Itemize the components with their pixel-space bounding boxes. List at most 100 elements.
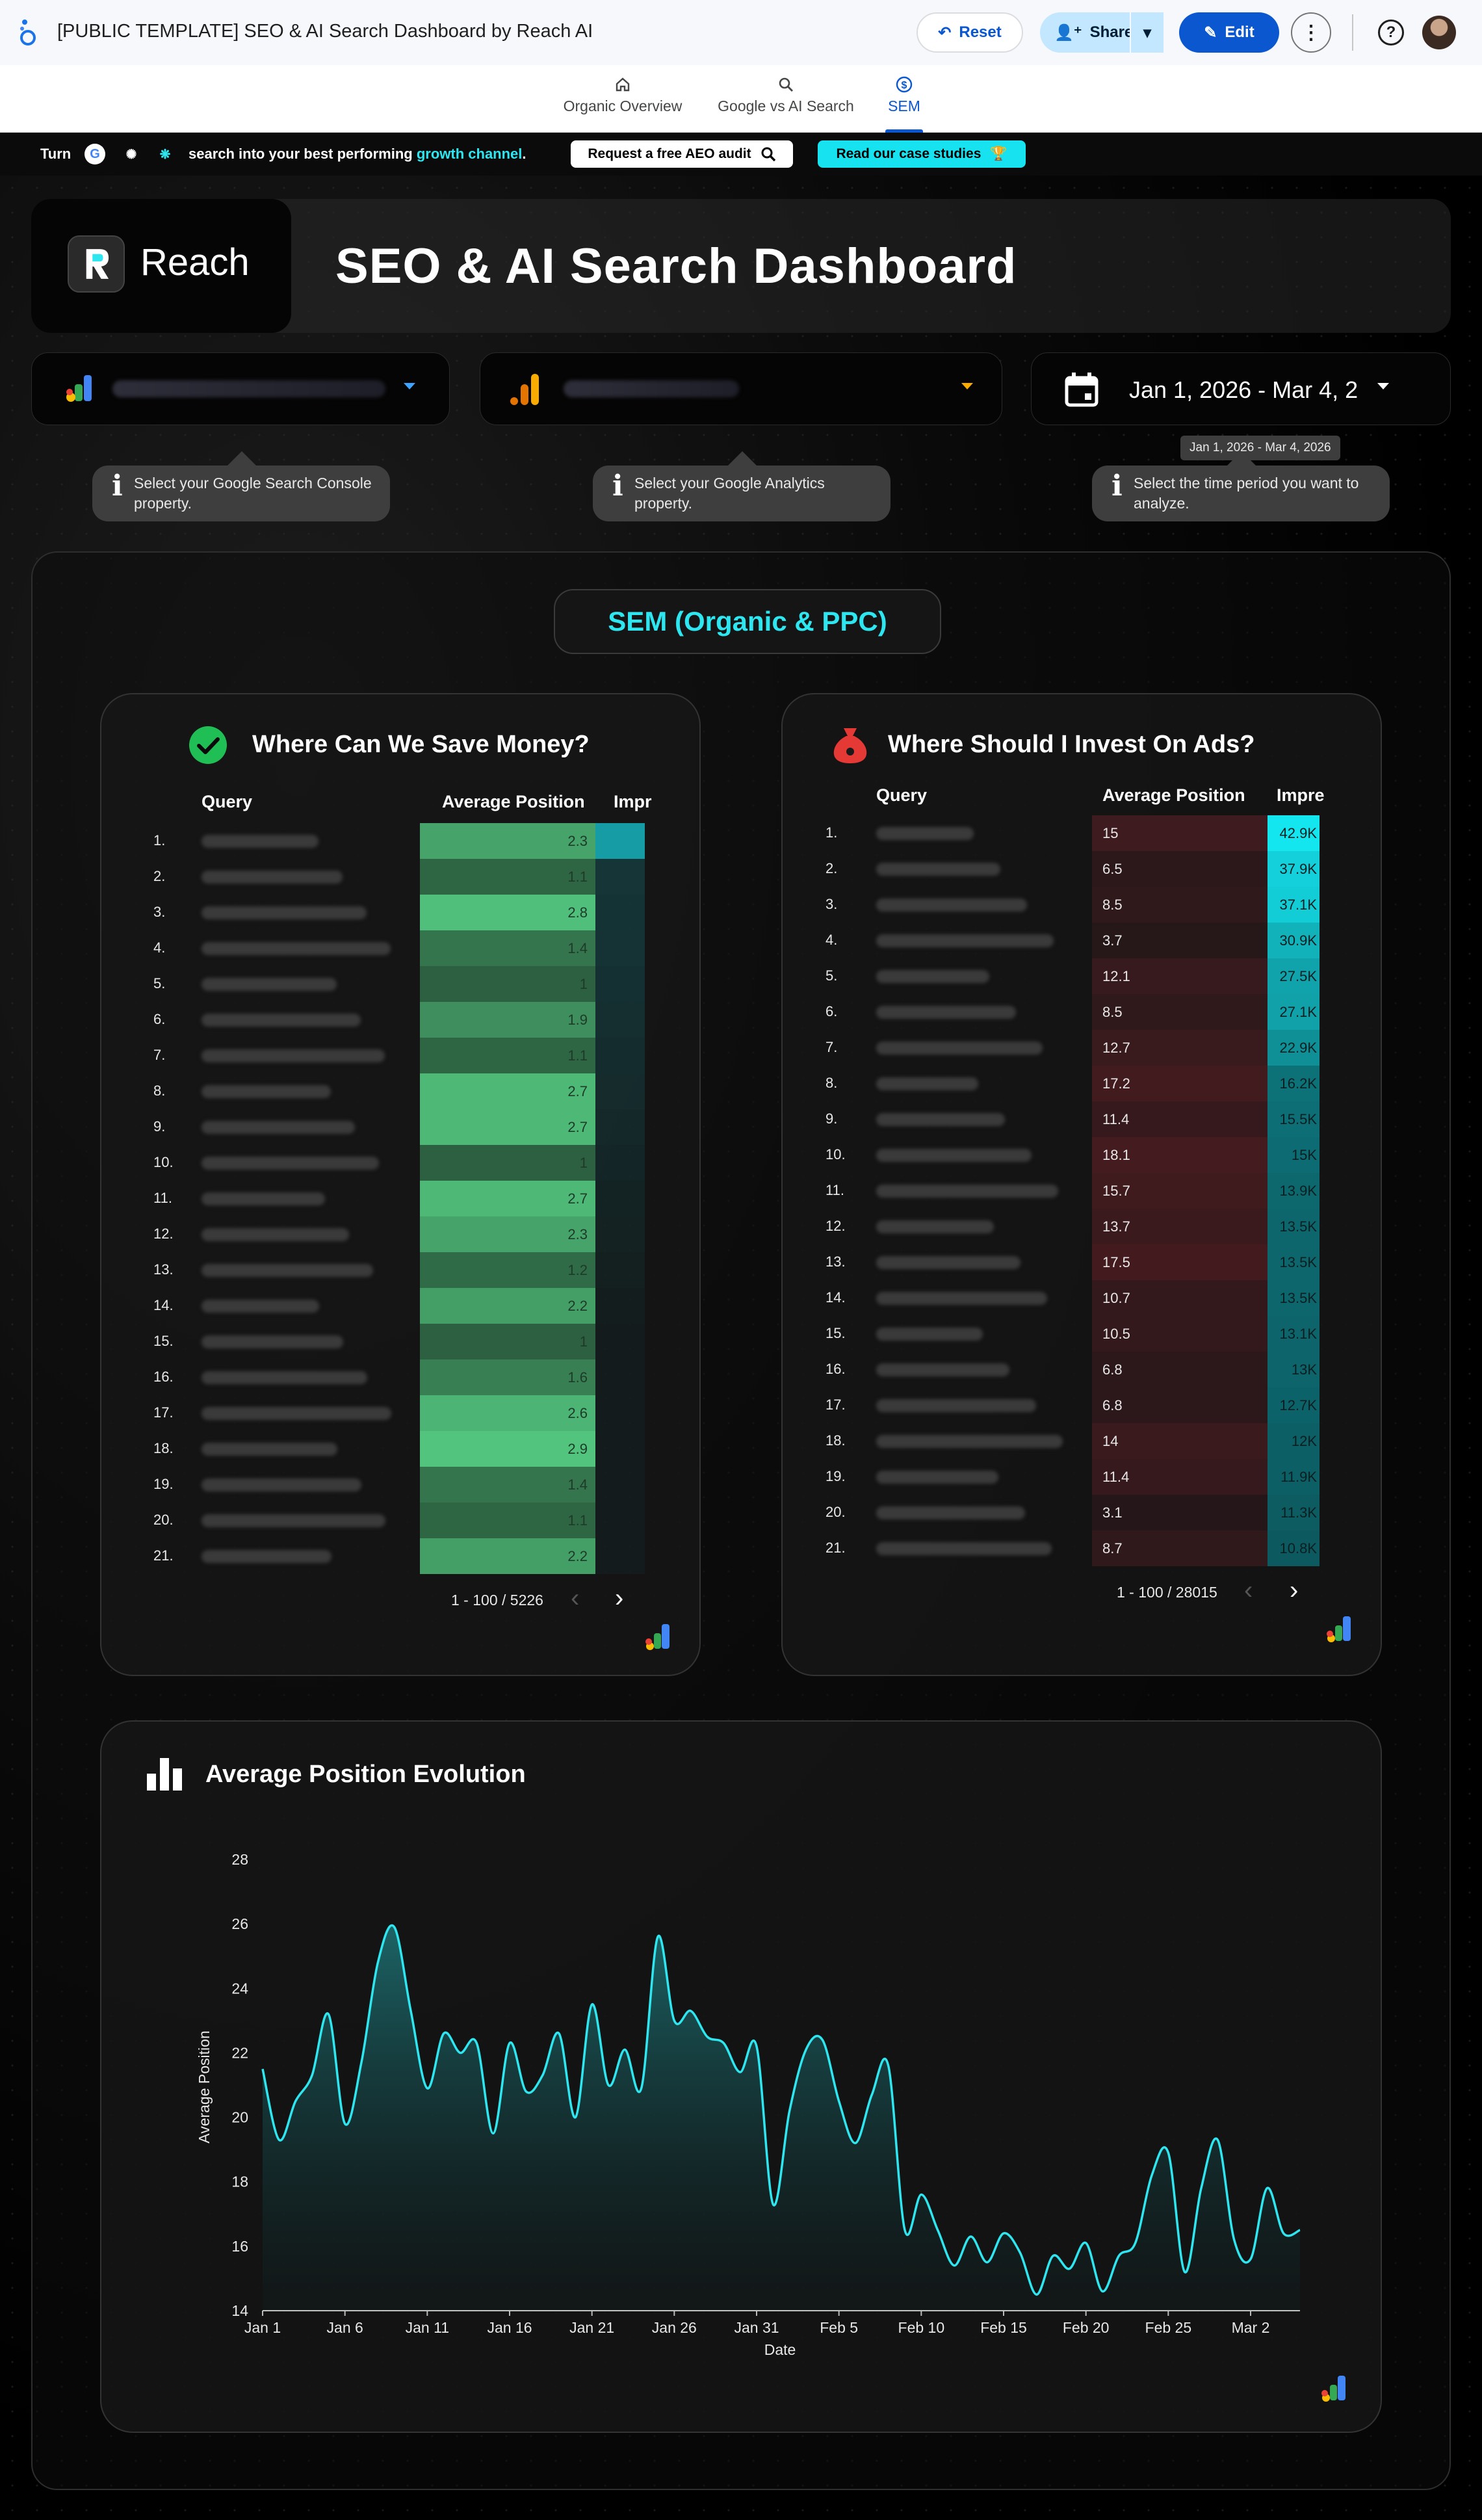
home-icon [614, 72, 631, 98]
table-row[interactable]: 12. 2.3 [153, 1216, 667, 1252]
table-row[interactable]: 17. 6.8 12.7K [826, 1387, 1339, 1423]
table-row[interactable]: 6. 1.9 [153, 1002, 667, 1038]
table-row[interactable]: 15. 1 [153, 1324, 667, 1359]
row-number: 7. [153, 1047, 166, 1063]
pagination-status: 1 - 100 / 5226 [451, 1592, 543, 1608]
search-console-property-selector[interactable] [31, 352, 450, 425]
table-row[interactable]: 7. 12.7 22.9K [826, 1030, 1339, 1066]
table-row[interactable]: 2. 1.1 [153, 859, 667, 895]
redacted-query [202, 1014, 361, 1027]
table-row[interactable]: 9. 2.7 [153, 1109, 667, 1145]
redacted-query [202, 1121, 355, 1134]
tab-sem[interactable]: $ SEM [885, 72, 923, 133]
average-position-cell: 2.8 [420, 895, 595, 930]
average-position-cell: 2.7 [420, 1073, 595, 1109]
table-row[interactable]: 11. 2.7 [153, 1181, 667, 1216]
table-row[interactable]: 18. 2.9 [153, 1431, 667, 1467]
table-row[interactable]: 18. 14 12K [826, 1423, 1339, 1459]
impressions-cell: 13.1K [1268, 1316, 1320, 1352]
redacted-query [876, 1113, 1005, 1126]
table-row[interactable]: 3. 2.8 [153, 895, 667, 930]
table-row[interactable]: 5. 12.1 27.5K [826, 958, 1339, 994]
table-row[interactable]: 2. 6.5 37.9K [826, 851, 1339, 887]
row-number: 1. [153, 832, 166, 848]
table-row[interactable]: 1. 2.3 [153, 823, 667, 859]
impressions-cell: 10.8K [1268, 1530, 1320, 1566]
row-number: 20. [826, 1504, 846, 1520]
previous-page-icon[interactable]: ‹ [1244, 1576, 1253, 1605]
analytics-property-selector[interactable] [480, 352, 1002, 425]
redacted-query [876, 1471, 998, 1484]
table-row[interactable]: 21. 8.7 10.8K [826, 1530, 1339, 1566]
row-number: 9. [826, 1110, 838, 1127]
redacted-query [202, 1443, 337, 1456]
column-header-average-position[interactable]: Average Position [1102, 785, 1245, 805]
table-row[interactable]: 13. 1.2 [153, 1252, 667, 1288]
table-row[interactable]: 10. 1 [153, 1145, 667, 1181]
caret-down-icon [404, 383, 415, 389]
more-options-button[interactable]: ⋮ [1291, 12, 1331, 53]
invest-ads-card: Where Should I Invest On Ads? Query Aver… [781, 693, 1382, 1676]
table-row[interactable]: 20. 3.1 11.3K [826, 1495, 1339, 1530]
table-row[interactable]: 14. 10.7 13.5K [826, 1280, 1339, 1316]
row-number: 18. [826, 1432, 846, 1449]
impressions-cell: 27.1K [1268, 994, 1320, 1030]
impressions-cell: 22.9K [1268, 1030, 1320, 1066]
table-row[interactable]: 16. 6.8 13K [826, 1352, 1339, 1387]
table-row[interactable]: 19. 1.4 [153, 1467, 667, 1503]
table-row[interactable]: 4. 3.7 30.9K [826, 923, 1339, 958]
redacted-query [876, 1042, 1043, 1055]
invest-ads-title: Where Should I Invest On Ads? [888, 731, 1255, 758]
date-range-selector[interactable]: Jan 1, 2026 - Mar 4, 2 [1031, 352, 1451, 425]
table-row[interactable]: 21. 2.2 [153, 1538, 667, 1574]
table-row[interactable]: 10. 18.1 15K [826, 1137, 1339, 1173]
table-row[interactable]: 3. 8.5 37.1K [826, 887, 1339, 923]
table-row[interactable]: 5. 1 [153, 966, 667, 1002]
help-button[interactable]: ? [1378, 20, 1404, 46]
share-dropdown-button[interactable]: ▾ [1130, 12, 1164, 53]
table-row[interactable]: 6. 8.5 27.1K [826, 994, 1339, 1030]
table-row[interactable]: 8. 2.7 [153, 1073, 667, 1109]
column-header-query[interactable]: Query [876, 785, 928, 805]
table-row[interactable]: 16. 1.6 [153, 1359, 667, 1395]
table-row[interactable]: 13. 17.5 13.5K [826, 1244, 1339, 1280]
next-page-icon[interactable]: › [1290, 1576, 1299, 1605]
table-row[interactable]: 20. 1.1 [153, 1503, 667, 1538]
tab-google-vs-ai-search[interactable]: Google vs AI Search [716, 72, 855, 133]
promo-message: search into your best performing growth … [188, 146, 526, 163]
column-header-query[interactable]: Query [202, 792, 253, 811]
impressions-cell: 13.9K [1268, 1173, 1320, 1209]
table-row[interactable]: 1. 15 42.9K [826, 815, 1339, 851]
table-row[interactable]: 14. 2.2 [153, 1288, 667, 1324]
table-row[interactable]: 4. 1.4 [153, 930, 667, 966]
impressions-cell: 12.7K [1268, 1387, 1320, 1423]
table-row[interactable]: 7. 1.1 [153, 1038, 667, 1073]
reset-button[interactable]: ↶ Reset [916, 12, 1023, 53]
previous-page-icon[interactable]: ‹ [571, 1584, 580, 1612]
redacted-query [876, 934, 1054, 947]
document-title[interactable]: [PUBLIC TEMPLATE] SEO & AI Search Dashbo… [57, 21, 593, 42]
table-row[interactable]: 19. 11.4 11.9K [826, 1459, 1339, 1495]
impressions-cell: 12K [1268, 1423, 1320, 1459]
table-row[interactable]: 11. 15.7 13.9K [826, 1173, 1339, 1209]
row-number: 5. [826, 967, 838, 984]
tab-organic-overview[interactable]: Organic Overview [560, 72, 685, 133]
row-number: 12. [826, 1218, 846, 1234]
next-page-icon[interactable]: › [615, 1584, 624, 1612]
case-studies-button[interactable]: Read our case studies 🏆 [818, 140, 1026, 168]
edit-button[interactable]: ✎ Edit [1179, 12, 1279, 53]
brand-logo-card[interactable]: Reach [31, 199, 291, 333]
table-row[interactable]: 8. 17.2 16.2K [826, 1066, 1339, 1101]
column-header-average-position[interactable]: Average Position [442, 792, 585, 811]
table-row[interactable]: 9. 11.4 15.5K [826, 1101, 1339, 1137]
table-row[interactable]: 15. 10.5 13.1K [826, 1316, 1339, 1352]
redacted-query [876, 1399, 1036, 1412]
request-audit-button[interactable]: Request a free AEO audit [571, 140, 793, 168]
column-header-impressions[interactable]: Impr [614, 792, 652, 811]
avatar[interactable] [1422, 16, 1456, 49]
column-header-impressions[interactable]: Impre [1277, 785, 1325, 805]
table-row[interactable]: 17. 2.6 [153, 1395, 667, 1431]
looker-studio-logo-icon[interactable] [17, 18, 39, 47]
table-row[interactable]: 12. 13.7 13.5K [826, 1209, 1339, 1244]
row-number: 10. [153, 1154, 174, 1170]
